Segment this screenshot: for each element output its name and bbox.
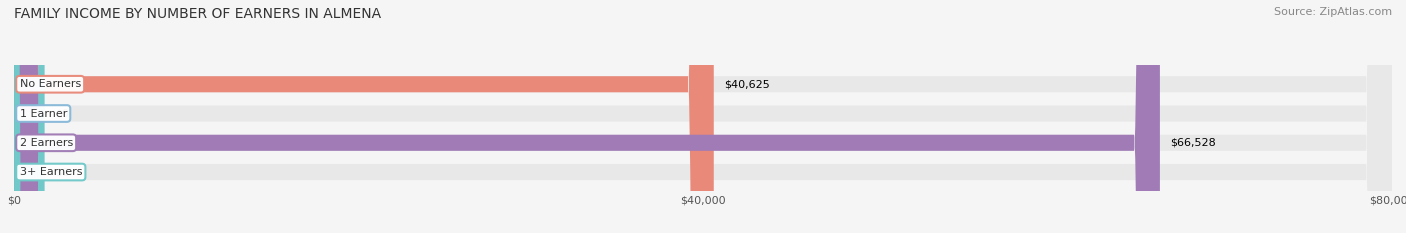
Text: 1 Earner: 1 Earner [20,109,67,119]
Text: FAMILY INCOME BY NUMBER OF EARNERS IN ALMENA: FAMILY INCOME BY NUMBER OF EARNERS IN AL… [14,7,381,21]
Text: $0: $0 [55,167,69,177]
FancyBboxPatch shape [14,0,45,233]
FancyBboxPatch shape [14,0,45,233]
Text: $40,625: $40,625 [724,79,770,89]
Text: $66,528: $66,528 [1170,138,1216,148]
FancyBboxPatch shape [14,0,1392,233]
Text: $0: $0 [55,109,69,119]
FancyBboxPatch shape [14,0,1392,233]
FancyBboxPatch shape [14,0,1160,233]
Text: 2 Earners: 2 Earners [20,138,73,148]
Text: Source: ZipAtlas.com: Source: ZipAtlas.com [1274,7,1392,17]
FancyBboxPatch shape [14,0,1392,233]
Text: 3+ Earners: 3+ Earners [20,167,82,177]
Text: No Earners: No Earners [20,79,80,89]
FancyBboxPatch shape [14,0,714,233]
FancyBboxPatch shape [14,0,1392,233]
